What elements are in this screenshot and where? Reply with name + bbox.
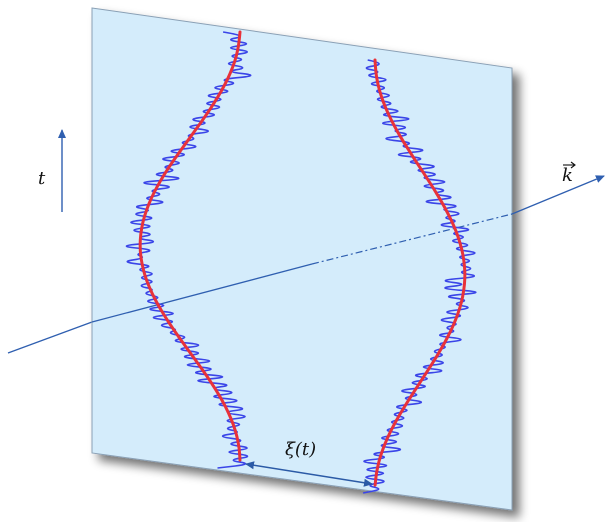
wavevector-axis-incoming <box>7 321 93 354</box>
wavevector-axis-front <box>91 263 313 323</box>
wavevector-axis-hidden <box>311 213 513 265</box>
wavevector-label-text: k <box>562 165 573 186</box>
time-label: t <box>38 168 46 189</box>
wavevector-arrow <box>511 175 605 215</box>
wavevector-label: k <box>562 161 576 186</box>
separation-label: ξ(t) <box>285 439 316 460</box>
trajectory-traces <box>125 30 477 494</box>
wave-plane <box>91 7 513 511</box>
noisy-trajectory-left <box>125 31 252 469</box>
mean-trajectory-left <box>138 30 242 462</box>
vector-arrow-icon <box>563 161 576 169</box>
mean-trajectory-right <box>373 58 467 487</box>
separation-arrow <box>245 461 373 487</box>
